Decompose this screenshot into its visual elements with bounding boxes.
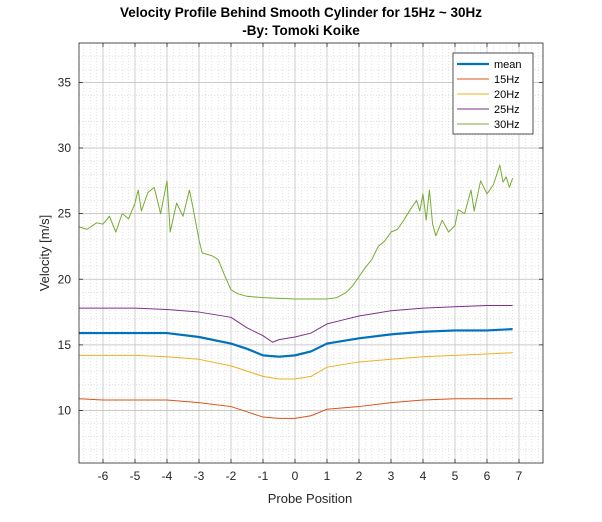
x-tick-label: 0 [292,469,299,483]
chart-title: Velocity Profile Behind Smooth Cylinder … [120,5,482,20]
x-tick-label: 2 [356,469,363,483]
series-line-mean [79,328,513,358]
y-tick-label: 25 [58,207,72,221]
legend-label-25hz: 25Hz [494,104,520,116]
series-line-30hz [78,164,514,300]
y-axis-ticks: 10 15 20 25 30 35 [58,75,543,418]
chart-subtitle: -By: Tomoki Koike [242,23,360,38]
y-tick-label: 30 [58,141,72,155]
series-line-25hz [79,305,513,343]
x-tick-label: -2 [226,469,237,483]
x-tick-label: 6 [484,469,491,483]
x-axis-label: Probe Position [268,491,353,506]
x-tick-label: -6 [98,469,109,483]
series-line-15hz [78,398,513,419]
plot-frame [78,42,544,464]
legend-label-mean: mean [494,59,522,71]
series-layer [78,164,514,419]
y-tick-label: 10 [58,404,72,418]
y-tick-label: 20 [58,272,72,286]
x-tick-label: -5 [130,469,141,483]
x-tick-label: 1 [324,469,331,483]
series-line-20hz [79,352,513,380]
x-tick-label: 3 [388,469,395,483]
y-tick-label: 35 [58,75,72,89]
major-grid [79,43,543,463]
x-tick-label: -4 [162,469,173,483]
legend-label-15hz: 15Hz [494,74,520,86]
x-tick-label: 7 [516,469,523,483]
legend: mean 15Hz 20Hz 25Hz 30Hz [452,52,534,135]
x-axis-ticks: -6 -5 -4 -3 -2 -1 0 1 2 3 4 5 6 7 [98,43,523,483]
legend-label-30hz: 30Hz [494,119,520,131]
x-tick-label: -1 [258,469,269,483]
y-axis-label: Velocity [m/s] [37,215,52,292]
y-tick-label: 15 [58,338,72,352]
x-tick-label: 5 [452,469,459,483]
x-tick-label: 4 [420,469,427,483]
legend-label-20hz: 20Hz [494,89,520,101]
x-tick-label: -3 [194,469,205,483]
